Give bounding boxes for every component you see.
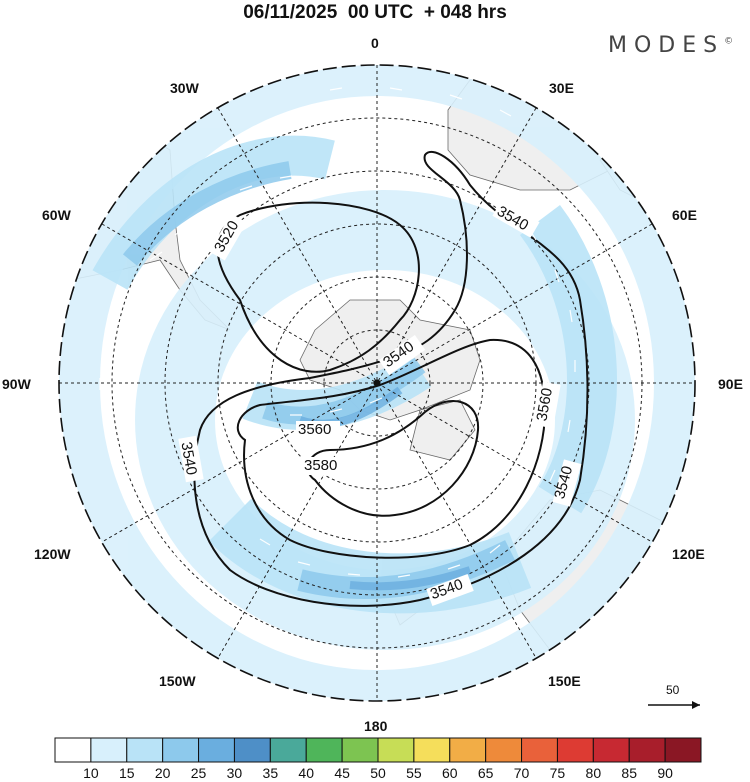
colorbar-tick-label: 75: [549, 765, 566, 781]
colorbar-swatch: [305, 737, 343, 763]
colorbar-swatch: [664, 737, 702, 763]
colorbar-swatch: [592, 737, 630, 763]
colorbar-swatch: [628, 737, 666, 763]
contour-label: 3580: [304, 457, 338, 474]
lon-label-150e: 150E: [548, 673, 581, 689]
colorbar-tick-label: 10: [83, 765, 99, 781]
map-boundary: [58, 64, 696, 702]
colorbar-swatch: [233, 737, 271, 763]
pole-marker: [373, 379, 381, 387]
colorbar-swatch: [449, 737, 487, 763]
colorbar-tick-label: 70: [513, 765, 530, 781]
colorbar-tick-label: 45: [334, 765, 350, 781]
lon-label-120w: 120W: [34, 546, 71, 562]
colorbar-tick-label: 35: [262, 765, 279, 781]
colorbar-swatch: [556, 737, 594, 763]
colorbar-tick-label: 40: [298, 765, 315, 781]
right-arrow-icon: [648, 701, 700, 709]
colorbar-swatch: [54, 737, 92, 763]
lon-label-90e: 90E: [718, 376, 743, 392]
contour-label: 3560: [298, 421, 332, 438]
contour-3540-north: [193, 150, 589, 607]
lon-label-120e: 120E: [672, 546, 705, 562]
colorbar-tick-label: 80: [585, 765, 602, 781]
colorbar-swatch: [377, 737, 415, 763]
vector-scale-label: 50: [666, 683, 680, 697]
lon-label-60e: 60E: [672, 207, 697, 223]
colorbar-tick-label: 30: [226, 765, 243, 781]
lon-label-180: 180: [364, 718, 388, 734]
colorbar-tick-label: 25: [190, 765, 207, 781]
lon-label-90w: 90W: [2, 376, 31, 392]
colorbar-swatch: [198, 737, 235, 763]
colorbar-swatch: [341, 737, 379, 763]
colorbar-tick-label: 50: [370, 765, 386, 781]
colorbar: [54, 737, 702, 763]
colorbar-swatch: [521, 737, 558, 763]
lon-label-30w: 30W: [170, 80, 199, 96]
colorbar-tick-label: 65: [477, 765, 494, 781]
colorbar-swatch: [413, 737, 451, 763]
lon-label-30e: 30E: [549, 80, 574, 96]
colorbar-swatch: [269, 737, 307, 763]
map-title: 06/11/2025 00 UTC + 048 hrs: [243, 2, 507, 23]
lon-label-60w: 60W: [42, 207, 71, 223]
colorbar-tick-label: 90: [657, 765, 673, 781]
brand-logo: MODES©: [608, 33, 734, 58]
colorbar-tick-label: 85: [621, 765, 638, 781]
contour-3580: [306, 400, 480, 517]
colorbar-tick-label: 15: [118, 765, 135, 781]
colorbar-tick-label: 60: [441, 765, 458, 781]
contour-label-backgrounds: [178, 200, 582, 606]
colorbar-swatch: [126, 737, 164, 763]
colorbar-swatch: [485, 737, 523, 763]
colorbar-tick-label: 20: [154, 765, 171, 781]
lon-label-0: 0: [371, 35, 379, 51]
colorbar-tick-label: 55: [406, 765, 422, 781]
wind-vectors: [99, 87, 576, 578]
colorbar-swatch: [162, 737, 200, 763]
lon-label-150w: 150W: [159, 673, 196, 689]
colorbar-swatch: [90, 737, 128, 763]
